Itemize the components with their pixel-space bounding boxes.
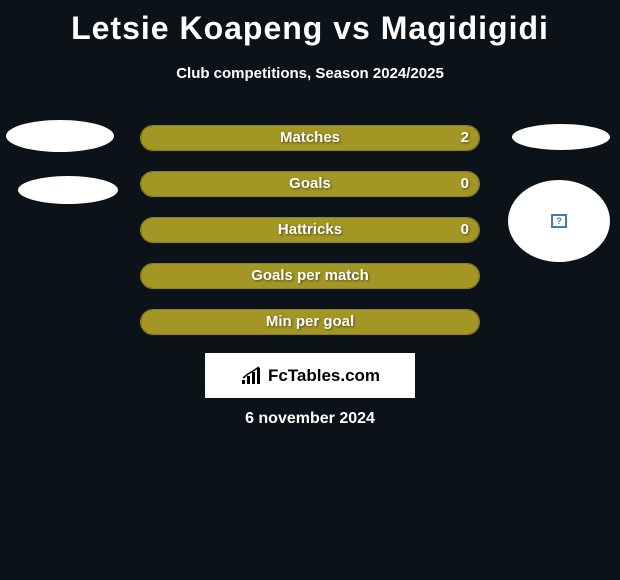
- stat-label: Goals: [141, 172, 479, 196]
- footer-date: 6 november 2024: [0, 410, 620, 428]
- image-placeholder-icon: ?: [551, 214, 567, 228]
- stat-value: 0: [461, 172, 469, 196]
- stat-bar-goals-per-match: Goals per match: [140, 263, 480, 289]
- stat-bar-min-per-goal: Min per goal: [140, 309, 480, 335]
- player-left-badge-2: [18, 176, 118, 204]
- page-title: Letsie Koapeng vs Magidigidi: [0, 0, 620, 47]
- page-subtitle: Club competitions, Season 2024/2025: [0, 65, 620, 82]
- chart-icon: [240, 366, 264, 386]
- player-left-badge-1: [6, 120, 114, 152]
- stat-bar-matches: Matches 2: [140, 125, 480, 151]
- stat-label: Hattricks: [141, 218, 479, 242]
- stat-label: Matches: [141, 126, 479, 150]
- stat-value: 0: [461, 218, 469, 242]
- stat-bar-goals: Goals 0: [140, 171, 480, 197]
- stats-container: Matches 2 Goals 0 Hattricks 0 Goals per …: [140, 125, 480, 355]
- branding-text: FcTables.com: [268, 366, 380, 386]
- stat-label: Min per goal: [141, 310, 479, 334]
- branding-badge: FcTables.com: [205, 353, 415, 398]
- player-right-badge-2: ?: [508, 180, 610, 262]
- stat-value: 2: [461, 126, 469, 150]
- stat-label: Goals per match: [141, 264, 479, 288]
- stat-bar-hattricks: Hattricks 0: [140, 217, 480, 243]
- player-right-badge-1: [512, 124, 610, 150]
